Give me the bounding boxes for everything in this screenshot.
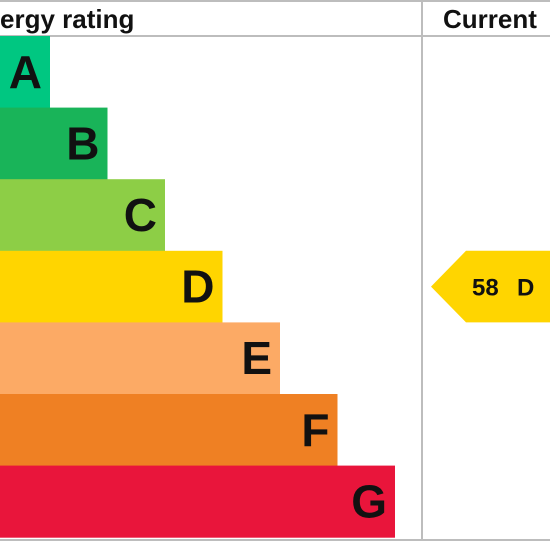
- bottom-border: [0, 539, 550, 541]
- band-bar-g: [0, 465, 395, 538]
- energy-rating-header: ergy rating: [0, 4, 135, 34]
- band-letter-b: B: [66, 117, 99, 169]
- band-letter-f: F: [301, 404, 329, 456]
- band-bar-e: [0, 322, 280, 395]
- band-bar-a: [0, 36, 50, 109]
- current-header: Current: [443, 4, 537, 34]
- band-letter-g: G: [351, 475, 387, 527]
- band-bar-b: [0, 107, 108, 180]
- top-border: [0, 0, 550, 2]
- column-divider: [421, 0, 423, 541]
- band-letter-d: D: [181, 261, 214, 313]
- band-letter-a: A: [9, 46, 42, 98]
- current-rating-arrow: [431, 250, 550, 323]
- band-bar-f: [0, 394, 338, 467]
- current-band: D: [517, 275, 534, 302]
- band-letter-e: E: [241, 332, 272, 384]
- header-divider: [0, 35, 550, 37]
- band-letter-c: C: [124, 189, 157, 241]
- current-score: 58: [472, 275, 499, 302]
- band-bar-d: [0, 250, 223, 323]
- band-bar-c: [0, 179, 165, 252]
